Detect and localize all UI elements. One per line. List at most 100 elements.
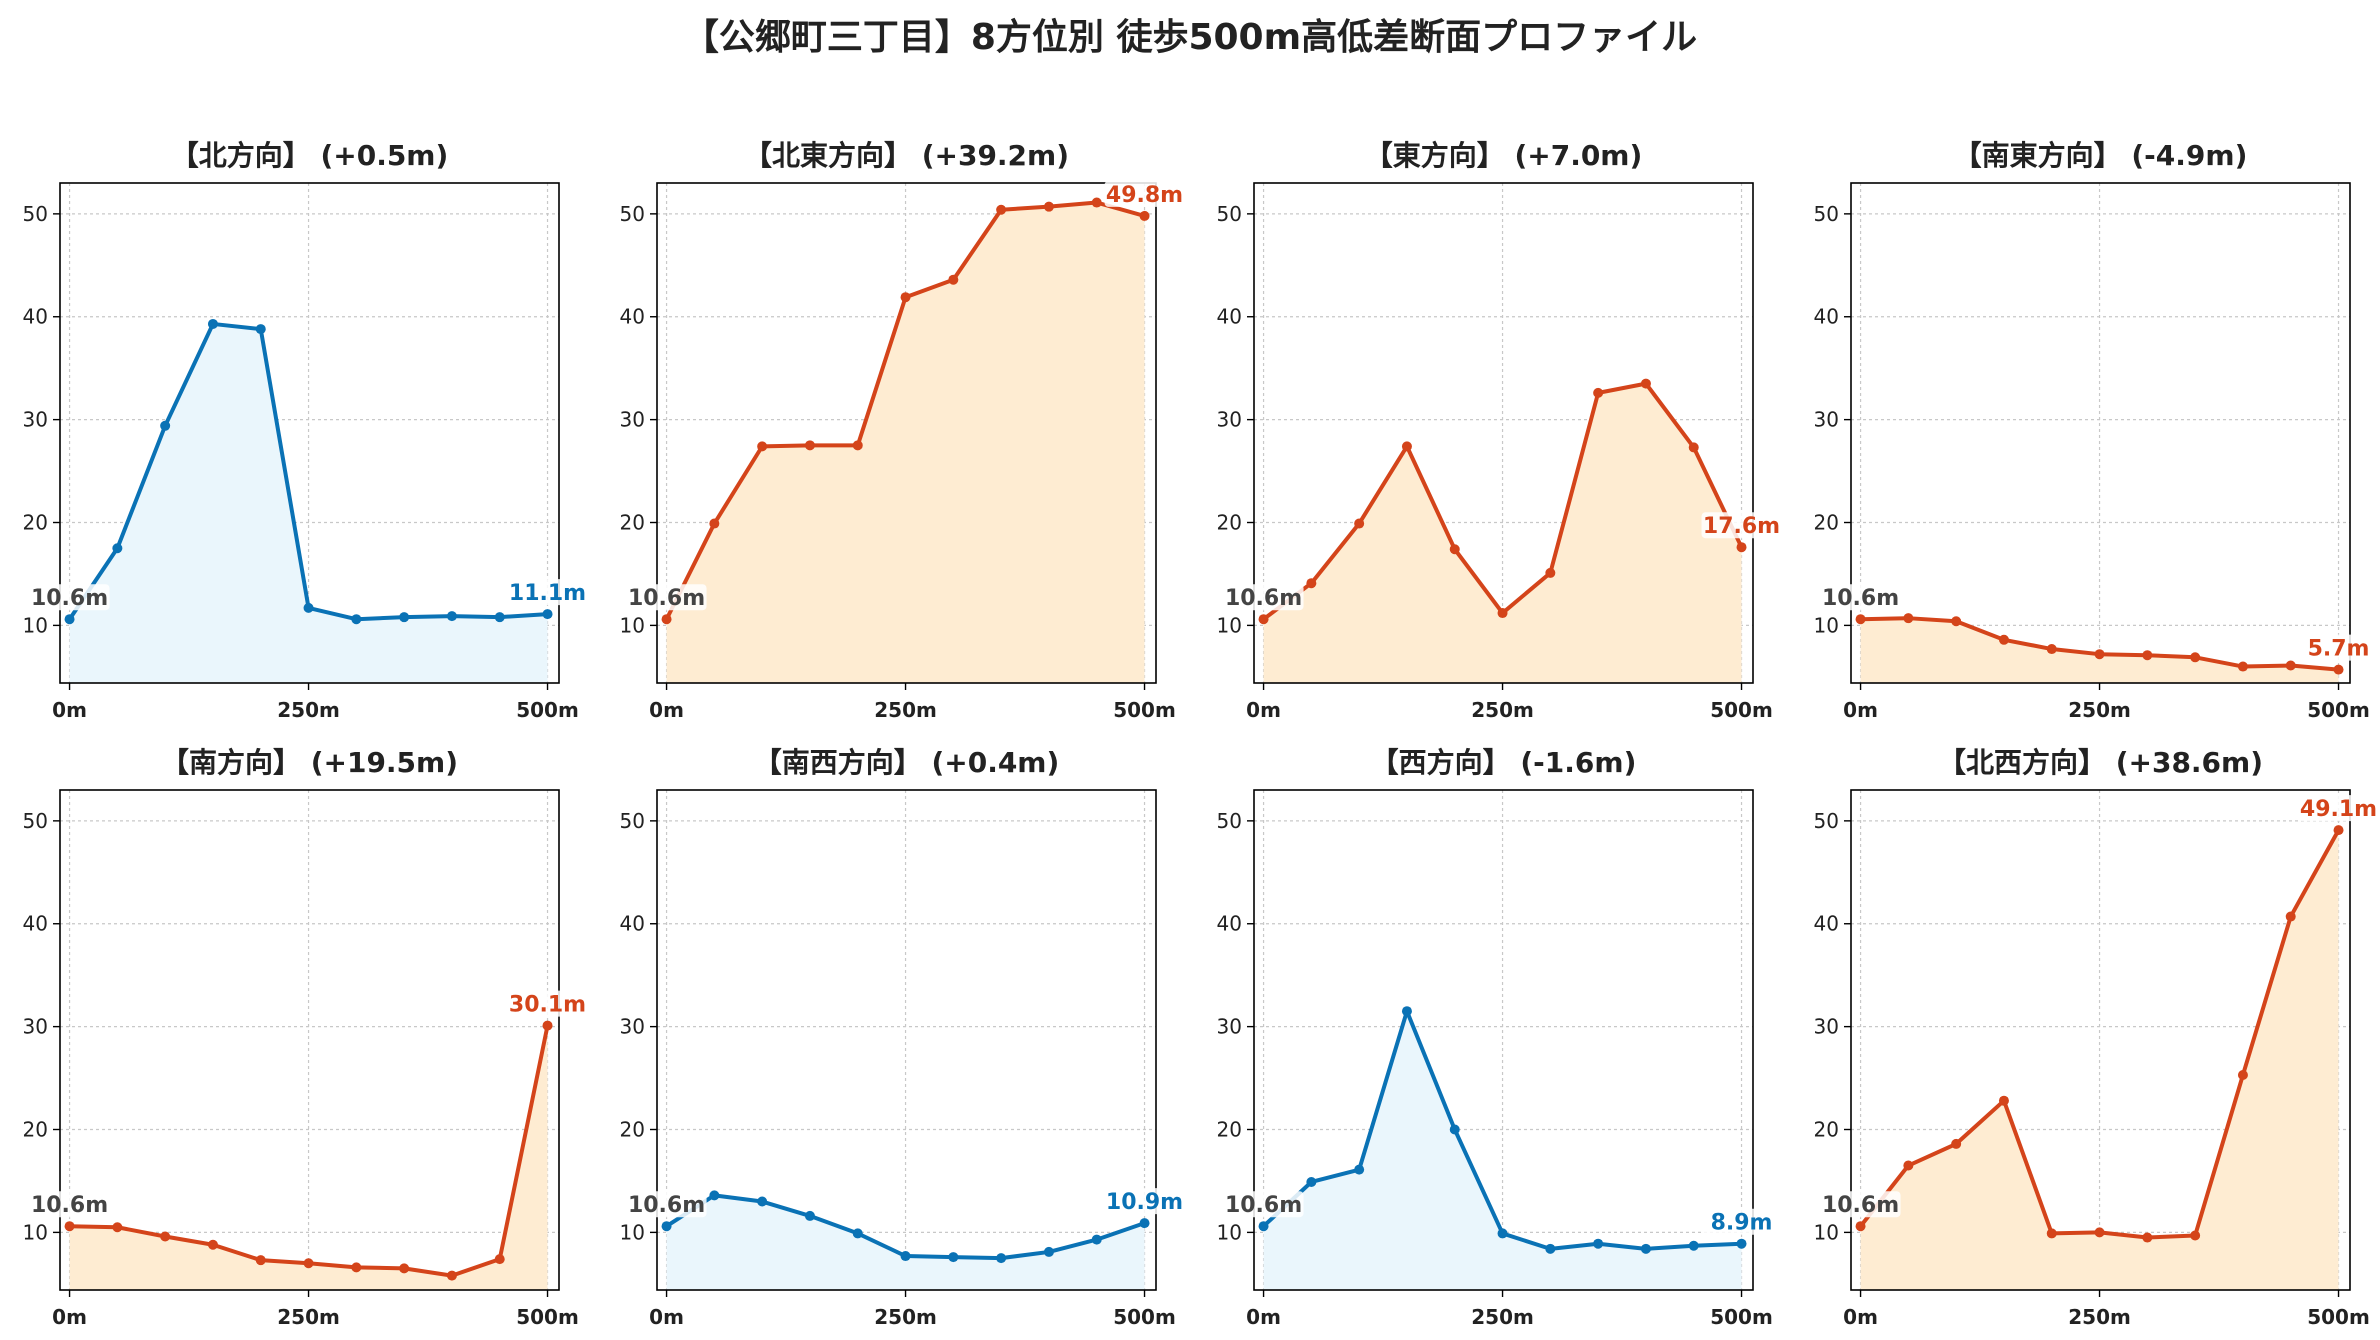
- page-title: 【公郷町三丁目】8方位別 徒歩500m高低差断面プロファイル: [682, 17, 1698, 58]
- y-tick-label: 10: [620, 613, 645, 637]
- y-tick-label: 20: [620, 511, 645, 535]
- x-tick-label: 250m: [2068, 698, 2131, 722]
- start-value-label: 10.6m: [31, 586, 108, 611]
- data-point: [1258, 614, 1269, 625]
- y-tick-label: 40: [23, 912, 48, 936]
- y-tick-label: 50: [620, 809, 645, 833]
- panel-title: 【南東方向】 (-4.9m): [1954, 139, 2248, 172]
- y-tick-label: 50: [1217, 809, 1242, 833]
- plot-frame: [1253, 789, 1754, 1291]
- data-point: [1855, 1221, 1866, 1232]
- panel-title: 【南西方向】 (+0.4m): [754, 746, 1060, 779]
- data-point: [661, 614, 672, 625]
- start-label-bg: [1820, 584, 1901, 611]
- data-point: [2190, 652, 2201, 663]
- data-point: [757, 1196, 768, 1207]
- end-value-label: 49.1m: [2300, 797, 2377, 822]
- end-value-label: 5.7m: [2308, 637, 2370, 662]
- data-point: [351, 1262, 362, 1273]
- data-point: [757, 441, 768, 452]
- y-tick-label: 10: [1217, 613, 1242, 637]
- y-tick-label: 50: [1217, 202, 1242, 226]
- x-tick-label: 500m: [516, 698, 579, 722]
- data-point: [1736, 1238, 1747, 1249]
- plot-frame: [1253, 182, 1754, 684]
- y-tick-label: 10: [23, 613, 48, 637]
- y-tick-label: 20: [620, 1118, 645, 1142]
- y-tick-label: 10: [1814, 613, 1839, 637]
- data-point: [1091, 197, 1102, 208]
- start-value-label: 10.6m: [1225, 586, 1302, 611]
- data-point: [2094, 1227, 2105, 1238]
- data-point: [996, 204, 1007, 215]
- data-point: [1306, 1176, 1317, 1187]
- data-point: [1903, 1160, 1914, 1171]
- end-label-bg: [507, 579, 588, 606]
- y-tick-label: 20: [23, 511, 48, 535]
- data-point: [709, 1190, 720, 1201]
- end-value-label: 11.1m: [509, 581, 586, 606]
- data-point: [2046, 1228, 2057, 1239]
- end-label-bg: [1104, 1188, 1185, 1215]
- data-point: [255, 1255, 266, 1266]
- data-point: [1354, 1164, 1365, 1175]
- data-point: [2285, 911, 2296, 922]
- panel-title: 【東方向】 (+7.0m): [1365, 139, 1643, 172]
- area-fill: [1263, 383, 1742, 683]
- y-tick-label: 20: [1814, 1118, 1839, 1142]
- data-point: [1449, 544, 1460, 555]
- x-tick-label: 500m: [1113, 1305, 1176, 1329]
- data-point: [1401, 441, 1412, 452]
- data-point: [2142, 650, 2153, 661]
- data-point: [2333, 825, 2344, 836]
- x-tick-label: 250m: [277, 698, 340, 722]
- start-value-label: 10.6m: [1822, 586, 1899, 611]
- data-point: [303, 602, 314, 613]
- start-value-label: 10.6m: [628, 1193, 705, 1218]
- data-point: [1497, 1228, 1508, 1239]
- y-tick-label: 50: [23, 202, 48, 226]
- y-tick-label: 30: [23, 408, 48, 432]
- y-tick-label: 10: [620, 1220, 645, 1244]
- data-point: [207, 1239, 218, 1250]
- y-tick-label: 40: [1814, 305, 1839, 329]
- start-value-label: 10.6m: [628, 586, 705, 611]
- y-tick-label: 30: [23, 1015, 48, 1039]
- x-tick-label: 500m: [2307, 1305, 2370, 1329]
- data-point: [1593, 387, 1604, 398]
- plot-frame: [59, 182, 560, 684]
- area-fill: [666, 1195, 1145, 1290]
- y-tick-label: 30: [620, 408, 645, 432]
- x-tick-label: 0m: [1843, 1305, 1878, 1329]
- data-point: [900, 292, 911, 303]
- data-point: [2046, 644, 2057, 655]
- plot-frame: [1850, 789, 2351, 1291]
- data-point: [1640, 1243, 1651, 1254]
- end-label-bg: [507, 990, 588, 1017]
- x-tick-label: 0m: [1246, 698, 1281, 722]
- data-point: [494, 612, 505, 623]
- data-point: [542, 1020, 553, 1031]
- data-point: [1497, 608, 1508, 619]
- start-label-bg: [1223, 584, 1304, 611]
- plot-frame: [1850, 182, 2351, 684]
- data-point: [661, 1221, 672, 1232]
- y-tick-label: 30: [620, 1015, 645, 1039]
- data-point: [1688, 1240, 1699, 1251]
- x-tick-label: 0m: [52, 1305, 87, 1329]
- data-point: [446, 611, 457, 622]
- data-point: [2237, 661, 2248, 672]
- data-point: [160, 420, 171, 431]
- y-tick-label: 30: [1217, 1015, 1242, 1039]
- data-point: [852, 440, 863, 451]
- end-label-bg: [2298, 634, 2379, 661]
- data-point: [160, 1231, 171, 1242]
- end-label-bg: [2298, 795, 2379, 822]
- start-label-bg: [29, 584, 110, 611]
- plot-frame: [59, 789, 560, 1291]
